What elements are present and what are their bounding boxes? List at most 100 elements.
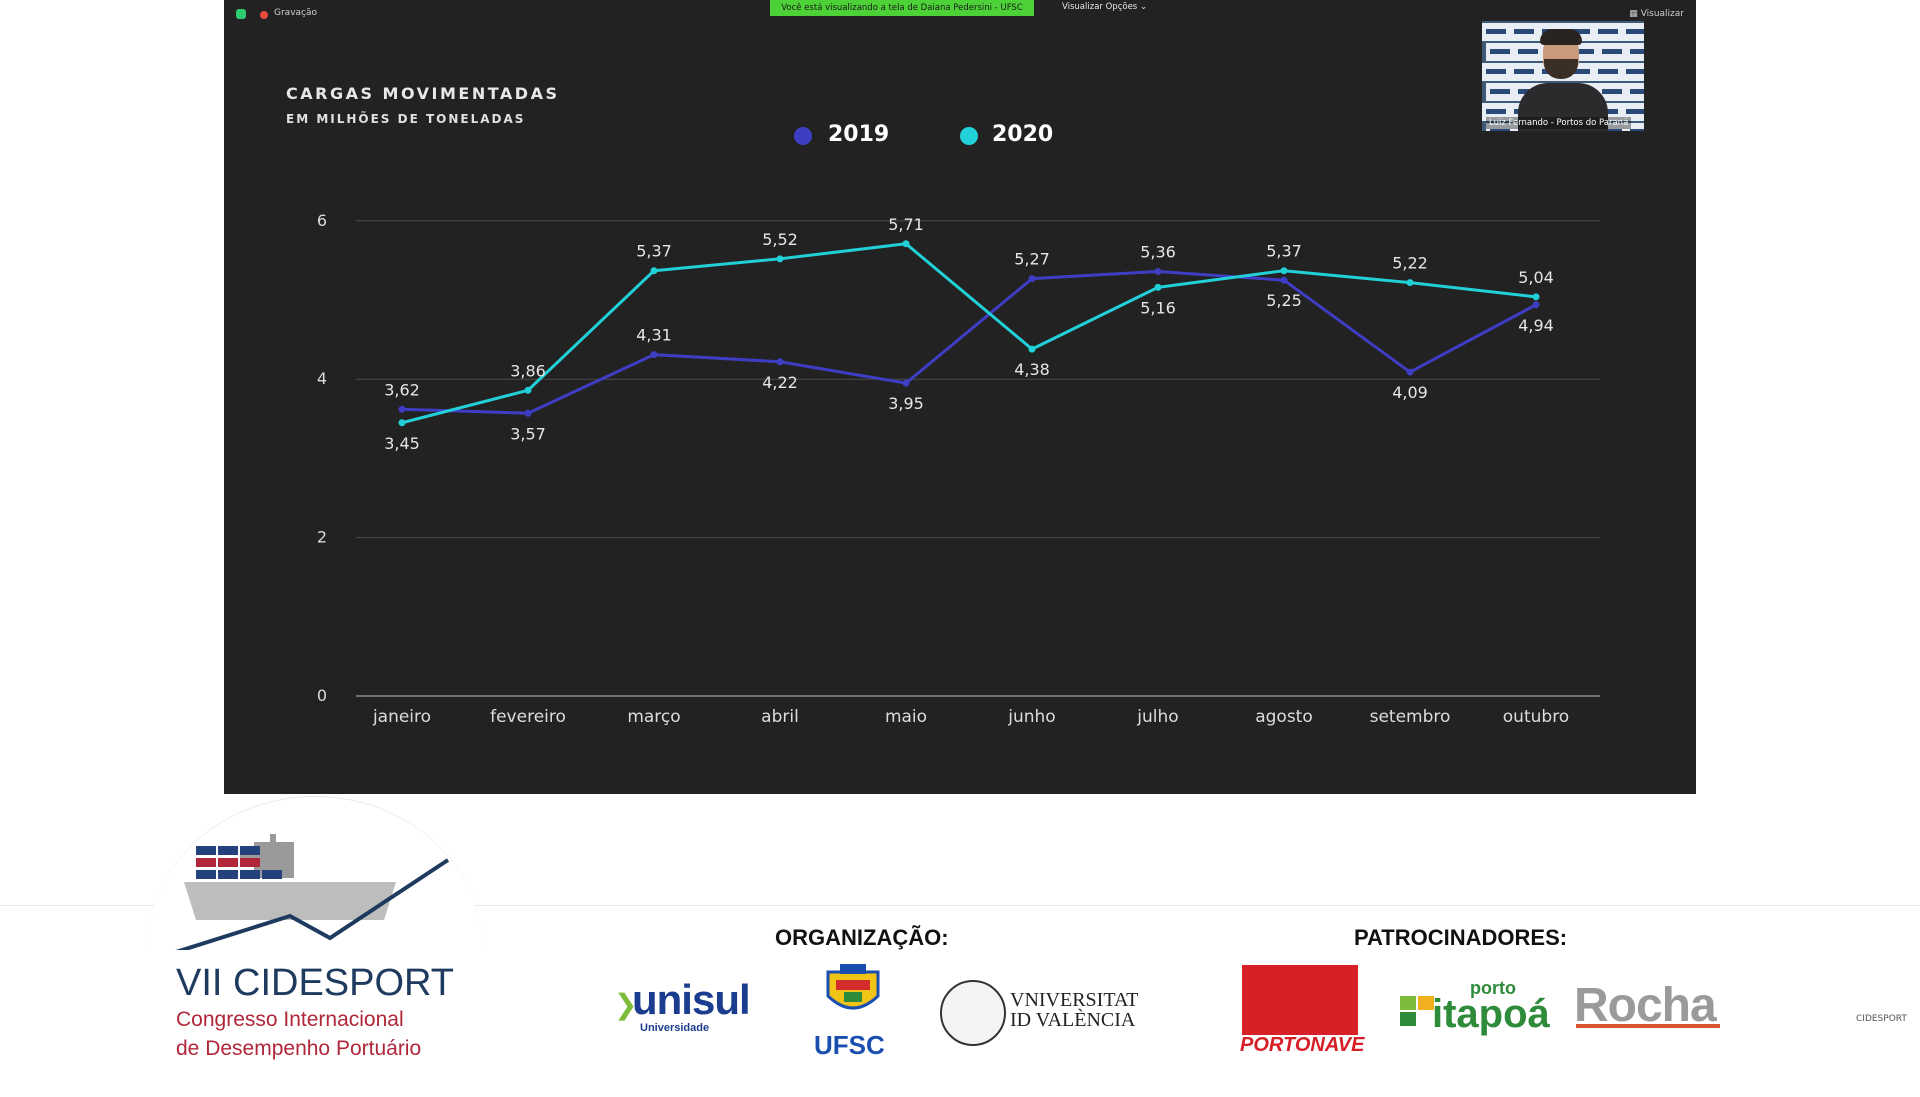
recording-icon <box>260 11 268 19</box>
backdrop-tile <box>1598 83 1626 101</box>
view-options-label: Visualizar Opções <box>1062 2 1138 12</box>
data-label: 4,31 <box>636 326 672 345</box>
data-label: 4,09 <box>1392 383 1428 402</box>
backdrop-tile <box>1514 43 1542 61</box>
data-label: 3,95 <box>888 394 924 413</box>
person-hair <box>1540 29 1582 45</box>
x-tick-label: setembro <box>1370 707 1451 727</box>
legend-label-2019: 2019 <box>828 122 890 147</box>
backdrop-tile <box>1510 63 1538 81</box>
y-tick-label: 0 <box>317 686 327 705</box>
participant-video[interactable]: Luiz Fernando - Portos do Paraná <box>1482 21 1644 131</box>
backdrop-tile <box>1482 23 1510 41</box>
rocha-underline <box>1576 1024 1720 1028</box>
backdrop-tile <box>1594 23 1622 41</box>
x-tick-label: junho <box>1007 707 1055 727</box>
data-point <box>1028 275 1036 283</box>
data-label: 4,22 <box>762 373 798 392</box>
x-tick-label: abril <box>761 707 799 727</box>
line-chart: 0 2 4 6 janeiro fevereiro março abril maio junho j… <box>317 211 1600 727</box>
x-tick-label: janeiro <box>372 707 431 727</box>
sponsors-heading: PATROCINADORES: <box>1354 925 1568 950</box>
data-label: 5,27 <box>1014 250 1050 269</box>
valencia-line1: VNIVERSITAT <box>1010 989 1139 1011</box>
cidesport-mini-logo: CIDESPORT <box>1856 1014 1907 1024</box>
data-label: 3,57 <box>510 424 546 443</box>
data-label: 5,37 <box>636 242 672 261</box>
data-point <box>524 409 532 417</box>
backdrop-tile <box>1482 103 1510 121</box>
unisul-logo: unisul <box>632 976 751 1023</box>
data-point <box>1406 368 1414 376</box>
organization-heading: ORGANIZAÇÃO: <box>775 925 949 950</box>
security-shield-icon[interactable] <box>236 9 246 19</box>
data-point <box>902 379 910 387</box>
portonave-mark-icon <box>1242 965 1358 1035</box>
backdrop-tile <box>1486 83 1514 101</box>
data-label: 3,62 <box>384 380 420 399</box>
event-subtitle-line1: Congresso Internacional <box>176 1008 404 1031</box>
data-point <box>1154 283 1162 291</box>
ufsc-crest-icon <box>826 964 880 1010</box>
chevron-down-icon: ⌄ <box>1139 2 1148 12</box>
backdrop-tile <box>1626 123 1644 131</box>
data-label: 5,25 <box>1266 291 1302 310</box>
chart-subtitle: EM MILHÕES DE TONELADAS <box>286 112 526 126</box>
series-line-2020 <box>401 242 1537 425</box>
valencia-logo: VNIVERSITAT ID VALÈNCIA <box>1010 990 1138 1030</box>
data-label: 5,52 <box>762 230 798 249</box>
logo-circle <box>148 796 482 1097</box>
data-label: 4,38 <box>1014 360 1050 379</box>
backdrop-tile <box>1510 23 1538 41</box>
data-label: 3,45 <box>384 434 420 453</box>
data-point <box>1532 301 1540 309</box>
data-point <box>398 419 406 427</box>
recording-label: Gravação <box>274 8 318 18</box>
data-point <box>1532 293 1540 301</box>
participant-name: Luiz Fernando - Portos do Paraná <box>1486 117 1632 129</box>
x-tick-label: fevereiro <box>490 707 566 727</box>
data-point <box>650 267 658 275</box>
backdrop-tile <box>1486 123 1514 131</box>
legend-label-2020: 2020 <box>992 122 1054 147</box>
backdrop-tile <box>1482 63 1510 81</box>
itapoa-porto-label: porto <box>1470 978 1516 998</box>
data-label: 5,04 <box>1518 268 1554 287</box>
x-tick-label: março <box>627 707 680 727</box>
shared-screen: Gravação Você está visualizando a tela d… <box>224 0 1696 794</box>
rocha-logo: Rocha <box>1574 979 1717 1032</box>
chart-title: CARGAS MOVIMENTADAS <box>286 84 560 103</box>
unisul-mark-icon: ❯ <box>614 988 638 1021</box>
unisul-subtitle: Universidade <box>640 1022 710 1034</box>
x-tick-label: outubro <box>1503 707 1569 727</box>
y-tick-label: 6 <box>317 211 327 230</box>
grid-icon: ▦ <box>1629 9 1638 19</box>
series-line-2019 <box>401 269 1537 415</box>
backdrop-tile <box>1622 63 1644 81</box>
legend-dot-2020 <box>960 127 978 145</box>
backdrop-tile <box>1626 43 1644 61</box>
data-point <box>776 255 784 263</box>
x-tick-label: agosto <box>1255 707 1313 727</box>
backdrop-tile <box>1486 43 1514 61</box>
backdrop-tile <box>1622 103 1644 121</box>
data-label: 5,22 <box>1392 254 1428 273</box>
person-body <box>1518 83 1608 131</box>
data-point <box>650 351 658 359</box>
view-options-button[interactable]: Visualizar Opções ⌄ <box>1062 2 1147 12</box>
x-tick-label: maio <box>885 707 927 727</box>
data-point <box>776 358 784 366</box>
data-point <box>1154 267 1162 275</box>
event-title: VII CIDESPORT <box>176 962 455 1004</box>
data-point <box>398 405 406 413</box>
backdrop-tile <box>1598 43 1626 61</box>
backdrop-tile <box>1622 23 1644 41</box>
share-banner: Você está visualizando a tela de Daiana … <box>770 0 1034 16</box>
view-button[interactable]: ▦ Visualizar <box>1629 9 1684 19</box>
data-point <box>902 240 910 248</box>
y-tick-label: 2 <box>317 528 327 547</box>
data-point <box>1280 267 1288 275</box>
data-label: 4,94 <box>1518 316 1554 335</box>
portonave-logo: PORTONAVE <box>1240 1034 1365 1056</box>
y-tick-label: 4 <box>317 369 327 388</box>
